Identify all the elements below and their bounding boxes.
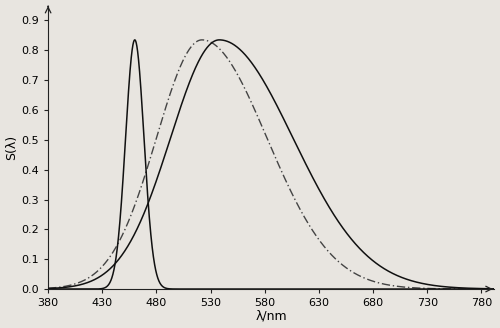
X-axis label: λ/nm: λ/nm xyxy=(256,309,287,322)
Y-axis label: S(λ): S(λ) xyxy=(6,135,18,160)
